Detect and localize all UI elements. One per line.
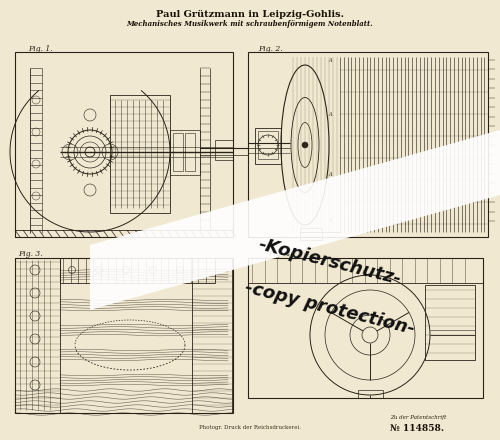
Circle shape bbox=[302, 142, 308, 148]
Bar bbox=[248, 258, 483, 398]
Bar bbox=[300, 228, 322, 240]
Text: Photogr. Druck der Reichsdruckerei.: Photogr. Druck der Reichsdruckerei. bbox=[199, 425, 301, 430]
Bar bbox=[185, 133, 195, 171]
Text: № 114858.: № 114858. bbox=[390, 424, 444, 433]
Bar bbox=[15, 52, 233, 237]
Bar bbox=[15, 230, 233, 237]
Bar bbox=[258, 131, 278, 159]
Text: Fig. 4.: Fig. 4. bbox=[268, 250, 292, 258]
Bar bbox=[358, 390, 383, 398]
Text: -copy protection-: -copy protection- bbox=[243, 278, 417, 338]
Text: A: A bbox=[328, 58, 332, 62]
Bar bbox=[60, 258, 215, 283]
Text: Fig. 1.: Fig. 1. bbox=[28, 45, 52, 53]
Bar bbox=[425, 285, 475, 360]
Text: Mechanisches Musikwerk mit schraubenförmigem Notenblatt.: Mechanisches Musikwerk mit schraubenförm… bbox=[126, 20, 374, 28]
Bar bbox=[170, 130, 200, 175]
Text: Fig. 2.: Fig. 2. bbox=[258, 45, 282, 53]
Text: A: A bbox=[328, 172, 332, 177]
Bar bbox=[15, 258, 60, 413]
Bar bbox=[248, 258, 483, 283]
Text: Paul Grützmann in Leipzig-Gohlis.: Paul Grützmann in Leipzig-Gohlis. bbox=[156, 10, 344, 19]
Bar bbox=[173, 133, 183, 171]
Bar bbox=[215, 140, 233, 160]
Text: Fig. 3.: Fig. 3. bbox=[18, 250, 42, 258]
Text: A: A bbox=[328, 217, 332, 223]
Polygon shape bbox=[90, 130, 500, 310]
Text: Zu der Patentschrift: Zu der Patentschrift bbox=[390, 415, 446, 420]
Text: A: A bbox=[328, 113, 332, 117]
Bar bbox=[248, 52, 488, 237]
Bar bbox=[255, 128, 281, 164]
Bar bbox=[15, 258, 233, 413]
Bar bbox=[110, 95, 170, 213]
Bar bbox=[192, 258, 232, 413]
Text: -Kopierschutz-: -Kopierschutz- bbox=[256, 235, 404, 289]
